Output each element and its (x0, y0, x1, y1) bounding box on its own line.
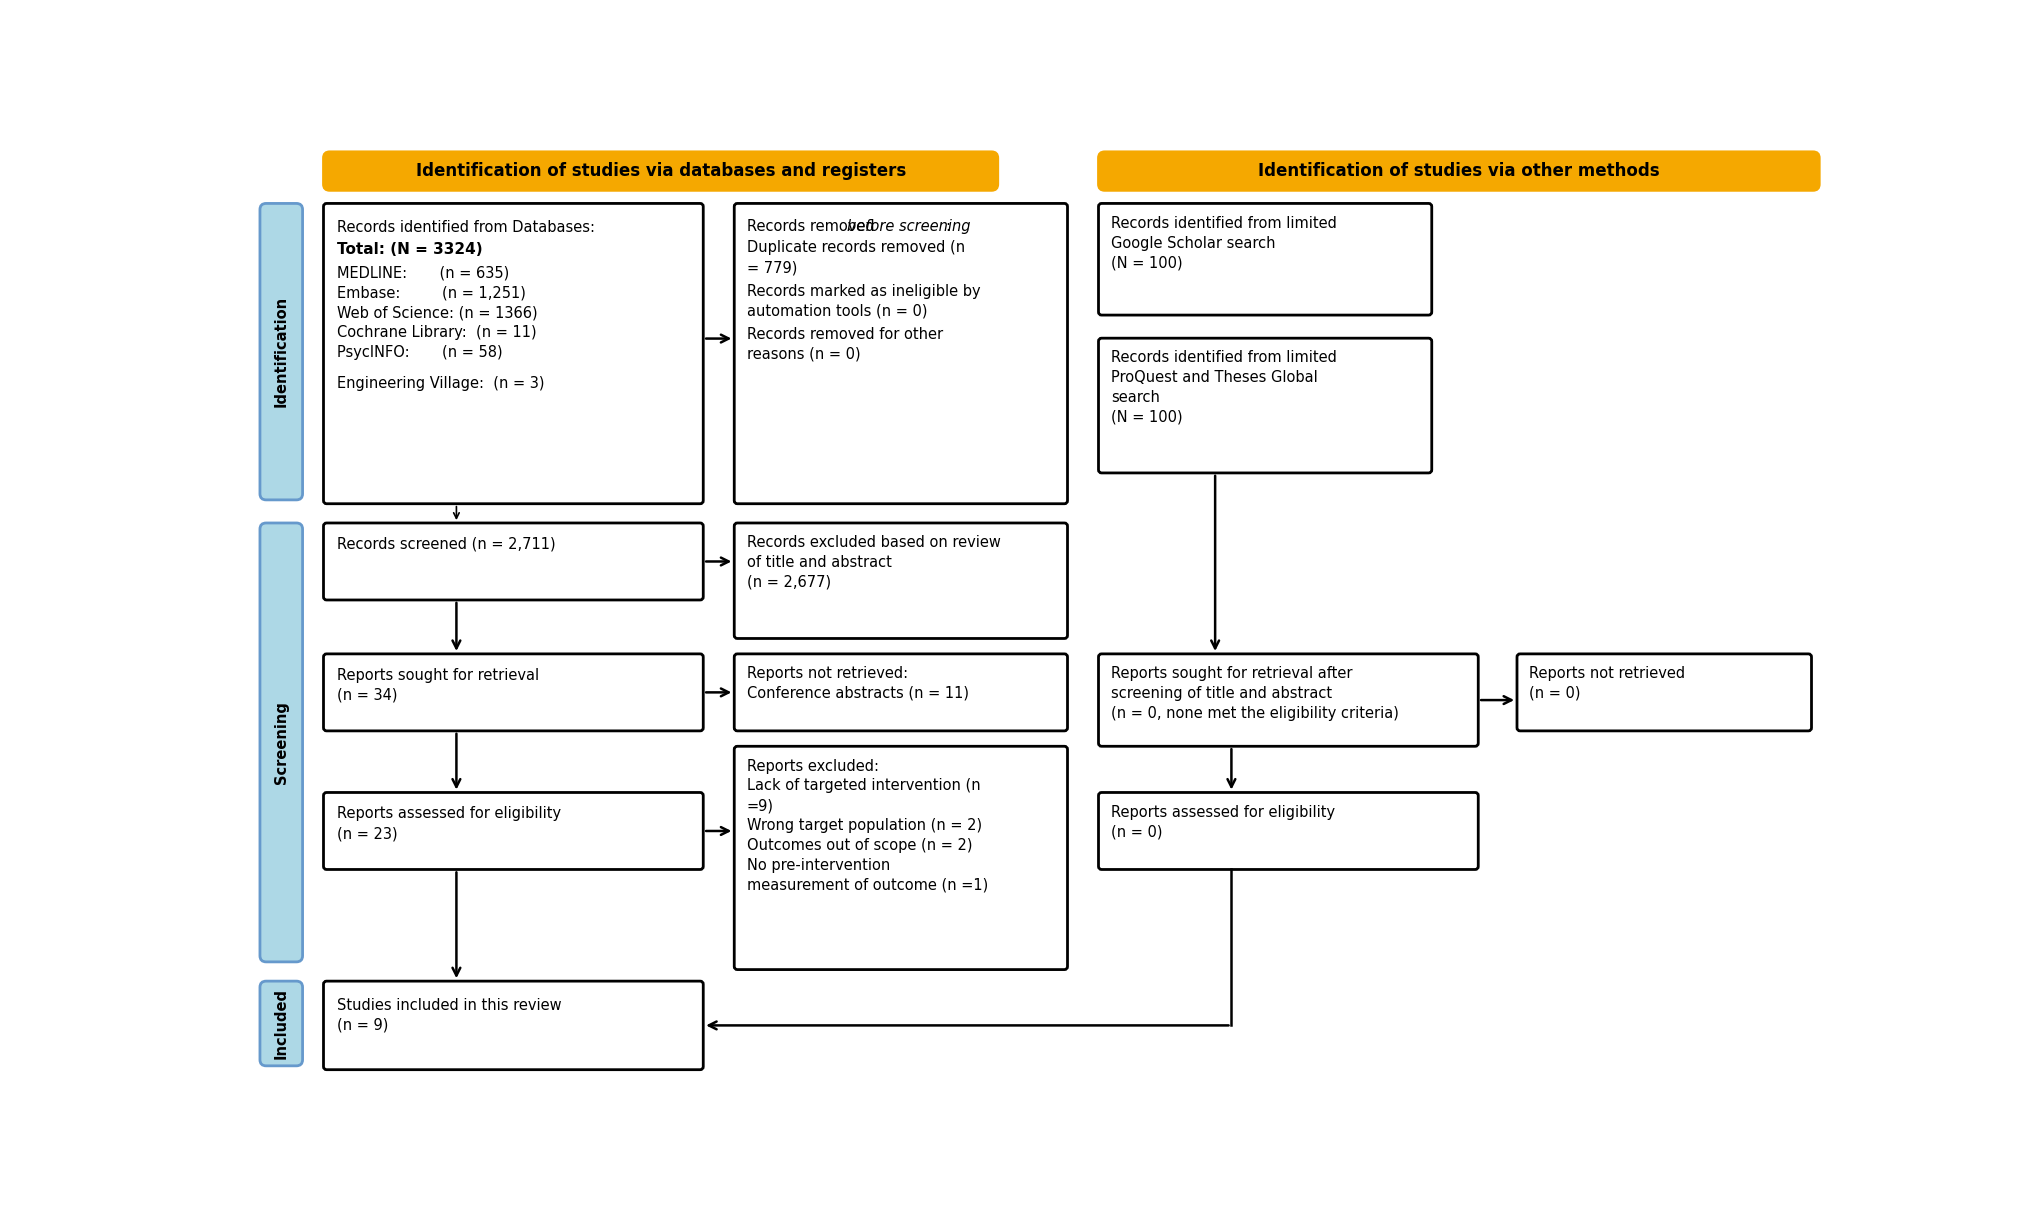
FancyBboxPatch shape (323, 523, 702, 600)
Text: Reports sought for retrieval
(n = 34): Reports sought for retrieval (n = 34) (337, 668, 540, 703)
Text: MEDLINE:       (n = 635): MEDLINE: (n = 635) (337, 265, 510, 280)
FancyBboxPatch shape (323, 981, 702, 1070)
Text: Included: Included (274, 988, 288, 1059)
Text: Identification of studies via other methods: Identification of studies via other meth… (1259, 163, 1661, 180)
Text: Studies included in this review
(n = 9): Studies included in this review (n = 9) (337, 998, 562, 1033)
FancyBboxPatch shape (323, 204, 702, 504)
FancyBboxPatch shape (1098, 793, 1478, 869)
FancyBboxPatch shape (1098, 339, 1431, 473)
Text: Records screened (n = 2,711): Records screened (n = 2,711) (337, 537, 556, 552)
Text: Records excluded based on review
of title and abstract
(n = 2,677): Records excluded based on review of titl… (747, 535, 1001, 590)
Text: before screening: before screening (847, 219, 970, 234)
FancyBboxPatch shape (260, 204, 302, 500)
Text: Reports assessed for eligibility
(n = 0): Reports assessed for eligibility (n = 0) (1110, 805, 1336, 840)
Text: Embase:         (n = 1,251): Embase: (n = 1,251) (337, 285, 526, 300)
Text: Records identified from limited
Google Scholar search
(N = 100): Records identified from limited Google S… (1110, 216, 1338, 271)
FancyBboxPatch shape (735, 523, 1068, 639)
Text: Reports assessed for eligibility
(n = 23): Reports assessed for eligibility (n = 23… (337, 806, 562, 841)
Text: Records removed: Records removed (747, 219, 879, 234)
Text: Duplicate records removed (n: Duplicate records removed (n (747, 240, 964, 255)
FancyBboxPatch shape (260, 981, 302, 1066)
Text: Records marked as ineligible by: Records marked as ineligible by (747, 284, 980, 299)
Text: reasons (n = 0): reasons (n = 0) (747, 347, 861, 362)
Text: Screening: Screening (274, 700, 288, 784)
FancyBboxPatch shape (735, 654, 1068, 731)
Text: Reports not retrieved
(n = 0): Reports not retrieved (n = 0) (1529, 666, 1685, 700)
Text: Identification: Identification (274, 296, 288, 407)
Text: :: : (946, 219, 950, 234)
Text: Web of Science: (n = 1366): Web of Science: (n = 1366) (337, 305, 538, 320)
Text: Reports excluded:
Lack of targeted intervention (n
=9)
Wrong target population (: Reports excluded: Lack of targeted inter… (747, 759, 989, 892)
Text: Cochrane Library:  (n = 11): Cochrane Library: (n = 11) (337, 325, 538, 340)
Text: Total: (N = 3324): Total: (N = 3324) (337, 242, 483, 257)
FancyBboxPatch shape (260, 523, 302, 961)
Text: Records removed for other: Records removed for other (747, 327, 942, 341)
FancyBboxPatch shape (1098, 654, 1478, 747)
Text: Reports sought for retrieval after
screening of title and abstract
(n = 0, none : Reports sought for retrieval after scree… (1110, 666, 1399, 721)
Text: Reports not retrieved:
Conference abstracts (n = 11): Reports not retrieved: Conference abstra… (747, 666, 968, 700)
Text: Records identified from limited
ProQuest and Theses Global
search
(N = 100): Records identified from limited ProQuest… (1110, 351, 1338, 425)
Text: Identification of studies via databases and registers: Identification of studies via databases … (416, 163, 905, 180)
FancyBboxPatch shape (1098, 152, 1819, 191)
Text: Records identified from Databases:: Records identified from Databases: (337, 221, 595, 236)
Text: automation tools (n = 0): automation tools (n = 0) (747, 304, 928, 318)
FancyBboxPatch shape (323, 654, 702, 731)
FancyBboxPatch shape (735, 204, 1068, 504)
FancyBboxPatch shape (1516, 654, 1811, 731)
Text: Engineering Village:  (n = 3): Engineering Village: (n = 3) (337, 376, 544, 391)
FancyBboxPatch shape (735, 747, 1068, 970)
FancyBboxPatch shape (1098, 204, 1431, 316)
FancyBboxPatch shape (323, 152, 999, 191)
Text: = 779): = 779) (747, 261, 798, 276)
Text: PsycINFO:       (n = 58): PsycINFO: (n = 58) (337, 345, 503, 361)
FancyBboxPatch shape (323, 793, 702, 869)
